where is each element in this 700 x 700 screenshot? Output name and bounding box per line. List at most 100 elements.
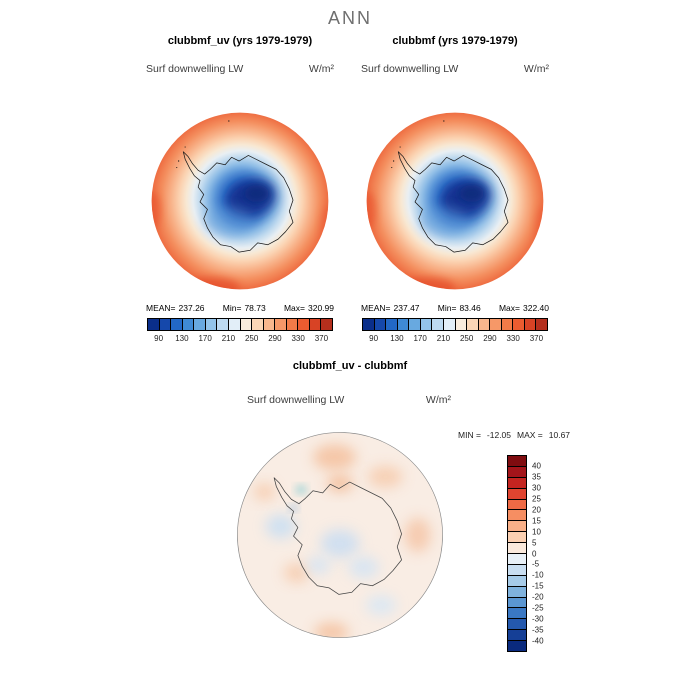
colorbar-segment — [443, 319, 456, 330]
field-label: Surf downwelling LW — [146, 63, 244, 75]
colorbar-ticks-clubbmf-uv: 90 130 170 210 250 290 330 370 — [147, 334, 333, 344]
field-row-clubbmf: Surf downwelling LW W/m² — [361, 63, 549, 75]
colorbar-segment — [508, 488, 526, 500]
colorbar-segment — [205, 319, 218, 330]
colorbar-segment — [508, 554, 526, 565]
colorbar-segment — [513, 319, 525, 330]
colorbar-segment — [508, 532, 526, 544]
colorbar-segment — [286, 319, 299, 330]
colorbar-tick-label: 90 — [154, 334, 164, 343]
colorbar-tick-label: 130 — [175, 334, 189, 343]
colorbar-segment — [524, 319, 537, 330]
units-label: W/m² — [308, 63, 334, 75]
colorbar-segment — [508, 597, 526, 609]
colorbar-tick-label: 370 — [314, 334, 329, 343]
max-label: MAX = — [517, 430, 543, 440]
polar-map-clubbmf — [362, 108, 548, 294]
colorbar-tick-label: 15 — [532, 516, 541, 526]
field-label: Surf downwelling LW — [247, 394, 345, 406]
colorbar-segment — [194, 319, 206, 330]
colorbar-segment — [508, 466, 526, 478]
min-label: MIN = — [458, 430, 481, 440]
colorbar-segment — [252, 319, 264, 330]
colorbar-tick-label: 30 — [532, 483, 541, 493]
colorbar-segment — [508, 586, 526, 598]
stat-max: Max= 320.99 — [283, 303, 334, 313]
panel-title-clubbmf: clubbmf (yrs 1979-1979) — [392, 35, 518, 47]
colorbar-segment — [374, 319, 387, 330]
colorbar-segment — [309, 319, 322, 330]
colorbar-segment — [478, 319, 491, 330]
colorbar-tick-label: 25 — [532, 494, 541, 504]
colorbar-tick-label: 290 — [268, 334, 282, 343]
colorbar-segment — [501, 319, 514, 330]
colorbar-tick-label: 330 — [291, 334, 305, 343]
colorbar-tick-label: -25 — [532, 603, 544, 613]
colorbar-segment — [217, 319, 229, 330]
colorbar-tick-label: 330 — [506, 334, 520, 343]
colorbar-segment — [508, 456, 526, 467]
colorbar-tick-label: 5 — [532, 538, 537, 548]
colorbar-tick-label: 250 — [459, 334, 474, 343]
colorbar-segment — [363, 319, 375, 330]
colorbar-tick-label: 370 — [529, 334, 544, 343]
colorbar-tick-label: -10 — [532, 570, 544, 580]
colorbar-tick-label: -20 — [532, 592, 544, 602]
colorbar-segment — [240, 319, 253, 330]
colorbar-tick-label: 170 — [413, 334, 427, 343]
colorbar-segment — [508, 543, 526, 555]
stats-line-clubbmf: MEAN= 237.47 Min= 83.46 Max= 322.40 — [361, 303, 549, 313]
colorbar-segment — [508, 630, 526, 642]
colorbar-tick-label: 130 — [390, 334, 404, 343]
colorbar-tick-label: -40 — [532, 636, 544, 646]
colorbar-segment — [409, 319, 421, 330]
field-row-difference: Surf downwelling LW W/m² — [247, 394, 451, 406]
colorbar-segment — [182, 319, 195, 330]
stat-min: Min= 78.73 — [222, 303, 266, 313]
colorbar-segment — [508, 521, 526, 533]
colorbar-segment — [298, 319, 310, 330]
colorbar-tick-label: -30 — [532, 614, 544, 624]
stat-mean: MEAN= 237.47 — [361, 303, 420, 313]
colorbar-ticks-clubbmf: 90 130 170 210 250 290 330 370 — [362, 334, 548, 344]
colorbar-tick-label: 0 — [532, 549, 537, 558]
colorbar-segment — [467, 319, 479, 330]
stat-max: Max= 322.40 — [498, 303, 549, 313]
colorbar-segment — [508, 608, 526, 620]
colorbar-tick-label: 90 — [369, 334, 379, 343]
colorbar-tick-label: 210 — [221, 334, 236, 343]
colorbar-tick-label: 40 — [532, 461, 541, 471]
colorbar-segment — [159, 319, 172, 330]
panel-title-clubbmf-uv: clubbmf_uv (yrs 1979-1979) — [167, 35, 313, 47]
colorbar-segment — [263, 319, 276, 330]
colorbar-segment — [508, 619, 526, 631]
colorbar-tick-label: -35 — [532, 625, 544, 635]
difference-title: clubbmf_uv - clubbmf — [292, 360, 408, 372]
units-label: W/m² — [425, 394, 451, 406]
colorbar-ticks-difference: 40 35 30 25 20 15 10 5 0 -5 -10 -15 -20 -25 -30 -35 -40 — [532, 455, 558, 652]
colorbar-clubbmf — [362, 318, 548, 331]
difference-minmax-line: MIN = -12.05 MAX = 10.67 — [458, 430, 570, 440]
colorbar-segment — [536, 319, 547, 330]
colorbar-tick-label: -5 — [532, 559, 540, 569]
colorbar-segment — [171, 319, 183, 330]
colorbar-difference — [507, 455, 527, 652]
colorbar-clubbmf-uv — [147, 318, 333, 331]
colorbar-tick-label: -15 — [532, 581, 544, 591]
min-value: -12.05 — [486, 430, 512, 440]
colorbar-tick-label: 170 — [198, 334, 212, 343]
polar-map-difference — [232, 427, 448, 643]
colorbar-segment — [321, 319, 332, 330]
field-row-clubbmf-uv: Surf downwelling LW W/m² — [146, 63, 334, 75]
colorbar-segment — [508, 477, 526, 489]
colorbar-segment — [508, 499, 526, 511]
stat-min: Min= 83.46 — [437, 303, 481, 313]
colorbar-segment — [508, 641, 526, 652]
colorbar-tick-label: 35 — [532, 472, 541, 482]
colorbar-tick-label: 10 — [532, 527, 541, 537]
colorbar-segment — [508, 510, 526, 522]
colorbar-tick-label: 290 — [483, 334, 497, 343]
colorbar-segment — [508, 575, 526, 587]
colorbar-tick-label: 250 — [244, 334, 259, 343]
figure-title: ANN — [327, 8, 372, 28]
